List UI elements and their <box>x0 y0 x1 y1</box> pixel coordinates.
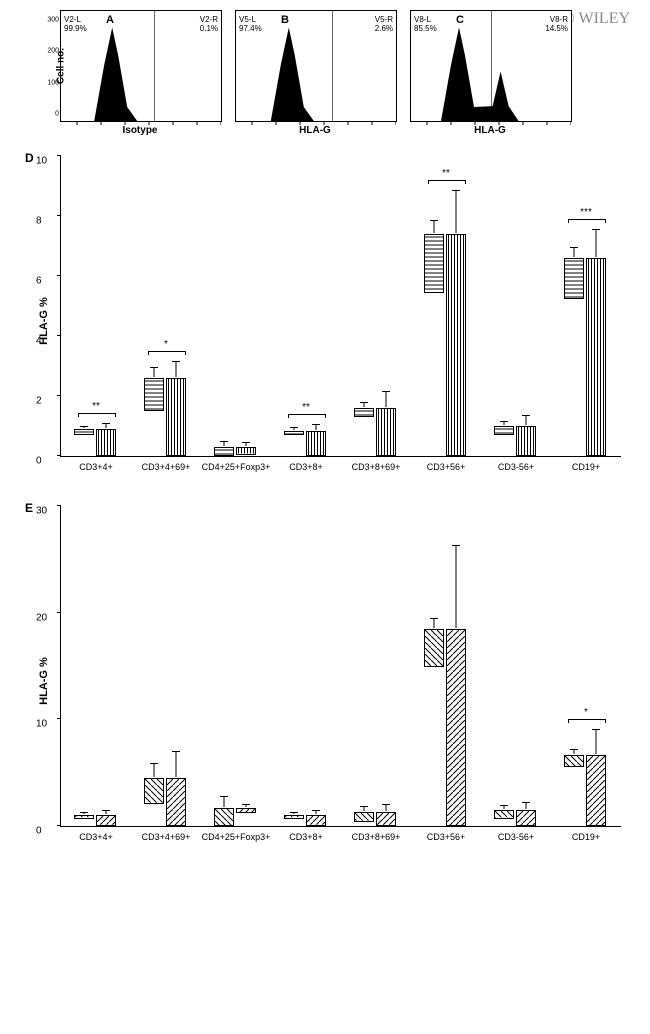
bar-group <box>354 408 396 456</box>
bar <box>494 810 514 819</box>
bar <box>354 812 374 822</box>
bar <box>74 429 94 435</box>
bar-group <box>214 808 256 826</box>
bar-group <box>354 812 396 826</box>
bar <box>516 810 536 826</box>
x-label: CD3+8+69+ <box>352 832 401 842</box>
bar-group <box>74 429 116 456</box>
watermark: © WILEY <box>563 10 630 28</box>
bar-group <box>564 755 606 826</box>
bar-group <box>564 258 606 456</box>
x-label: CD3+4+ <box>79 832 113 842</box>
bar-group <box>494 810 536 826</box>
bar <box>586 258 606 456</box>
bar <box>376 408 396 456</box>
bar <box>214 808 234 826</box>
bar-group <box>144 378 186 456</box>
bar <box>354 408 374 417</box>
x-label: CD19+ <box>572 462 600 472</box>
x-label: CD3-56+ <box>498 832 534 842</box>
significance-marker: * <box>164 339 168 350</box>
chart-letter: E <box>25 501 33 515</box>
bar <box>74 815 94 818</box>
x-label: CD4+25+Foxp3+ <box>202 462 271 472</box>
significance-marker: ** <box>302 402 310 413</box>
bar-group <box>494 426 536 456</box>
bar <box>284 431 304 436</box>
bar <box>494 426 514 435</box>
x-label: CD3+56+ <box>427 462 466 472</box>
x-label: CD3+8+ <box>289 832 323 842</box>
bar <box>96 815 116 826</box>
bar-group <box>214 447 256 456</box>
bar <box>284 815 304 818</box>
x-label: CD3+4+69+ <box>142 462 191 472</box>
bar <box>144 778 164 804</box>
x-label: CD4+25+Foxp3+ <box>202 832 271 842</box>
x-label: CD3+8+69+ <box>352 462 401 472</box>
bar <box>564 258 584 299</box>
bar <box>586 755 606 826</box>
bar <box>166 778 186 826</box>
x-label: CD3+8+ <box>289 462 323 472</box>
bar <box>306 815 326 826</box>
significance-marker: *** <box>580 207 592 218</box>
bar <box>446 234 466 456</box>
bar <box>214 447 234 456</box>
significance-marker: * <box>584 707 588 718</box>
bar <box>446 629 466 826</box>
x-label: CD3-56+ <box>498 462 534 472</box>
significance-marker: ** <box>92 401 100 412</box>
bar <box>96 429 116 456</box>
y-axis-label: HLA-G % <box>38 657 50 705</box>
bar-group <box>144 778 186 826</box>
chart-e: EHLA-G %0102030CD3+4+CD3+4+69+CD4+25+Fox… <box>60 506 640 856</box>
bar <box>236 808 256 813</box>
bar-group <box>284 431 326 457</box>
bar <box>424 234 444 293</box>
bar <box>424 629 444 667</box>
bar <box>564 755 584 768</box>
bar <box>144 378 164 411</box>
bar-group <box>424 629 466 826</box>
histogram-panel-a: AV2-LV2-R99.9%0.1%Cell no.0100200300Isot… <box>60 10 220 136</box>
x-label: CD3+56+ <box>427 832 466 842</box>
x-label: CD3+4+69+ <box>142 832 191 842</box>
bar-group <box>424 234 466 456</box>
bar-group <box>74 815 116 826</box>
histogram-row: AV2-LV2-R99.9%0.1%Cell no.0100200300Isot… <box>60 10 640 136</box>
x-label: CD19+ <box>572 832 600 842</box>
x-label: CD3+4+ <box>79 462 113 472</box>
chart-letter: D <box>25 151 34 165</box>
histogram-panel-b: BV5-LV5-R97.4%2.6%HLA-G <box>235 10 395 136</box>
bar <box>236 447 256 455</box>
bar <box>376 812 396 826</box>
histogram-panel-c: CV8-LV8-R85.5%14.5%HLA-G <box>410 10 570 136</box>
bar-group <box>284 815 326 826</box>
bar <box>166 378 186 456</box>
significance-marker: ** <box>442 168 450 179</box>
bar <box>306 431 326 457</box>
bar <box>516 426 536 456</box>
chart-d: DHLA-G %0246810CD3+4+**CD3+4+69+*CD4+25+… <box>60 156 640 486</box>
